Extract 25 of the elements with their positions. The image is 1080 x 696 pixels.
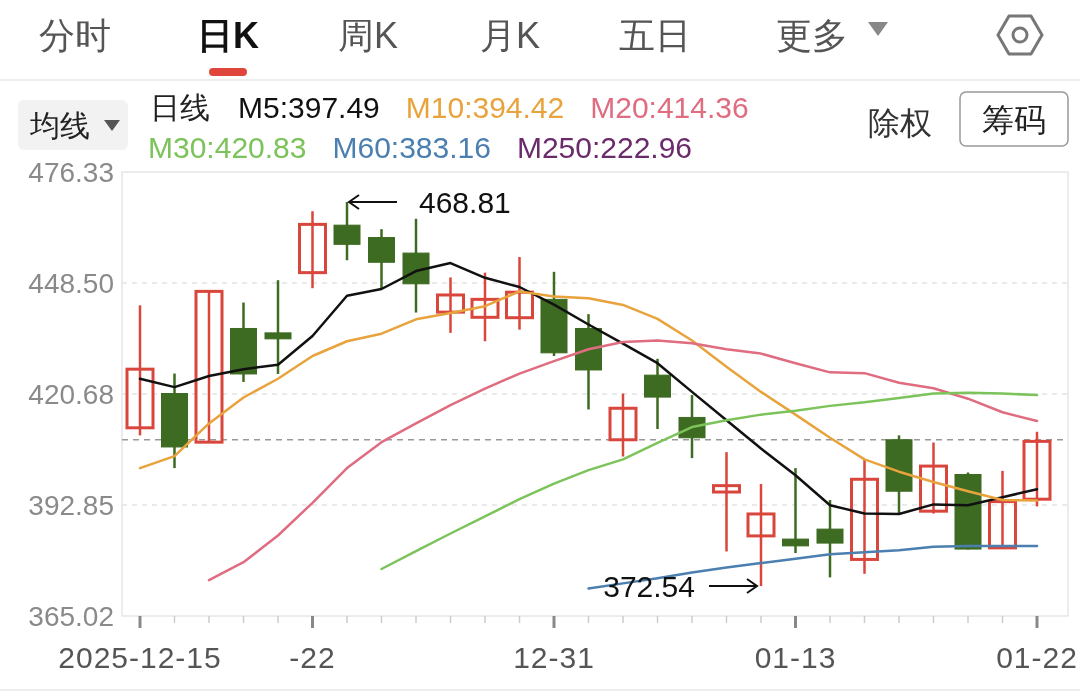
x-tick-label: 01-22: [996, 641, 1078, 674]
y-tick-label: 365.02: [28, 601, 114, 632]
line-series: [380, 391, 1039, 571]
y-tick-label: 420.68: [28, 378, 114, 410]
line-series: [138, 261, 1039, 516]
x-tick-label: -22: [289, 641, 336, 674]
text: 筹码: [982, 102, 1046, 138]
text: 更多: [776, 15, 848, 56]
legend: 日线 M5:397.49 M10:394.42 M20:414.36 M30:420.83 M60:383.16 M250:222.96: [148, 91, 749, 164]
x-tick-label: 2025-12-15: [58, 641, 222, 674]
text: 均线: [29, 109, 90, 142]
text: 分时: [39, 15, 111, 56]
line-series: [138, 290, 1039, 502]
y-tick-label: 392.85: [28, 489, 114, 521]
annotation: 468.81: [419, 186, 511, 219]
annotation: 372.54: [603, 570, 695, 603]
y-tick-label: 476.33: [28, 157, 114, 188]
text: 五日: [619, 15, 691, 56]
y-tick-label: 448.50: [28, 268, 114, 300]
text: 日K: [197, 15, 259, 56]
text: 周K: [337, 15, 399, 56]
text: 除权: [868, 105, 932, 141]
x-tick-label: 01-13: [754, 641, 837, 674]
text: 月K: [479, 15, 541, 56]
x-tick-label: 12-31: [513, 641, 595, 674]
